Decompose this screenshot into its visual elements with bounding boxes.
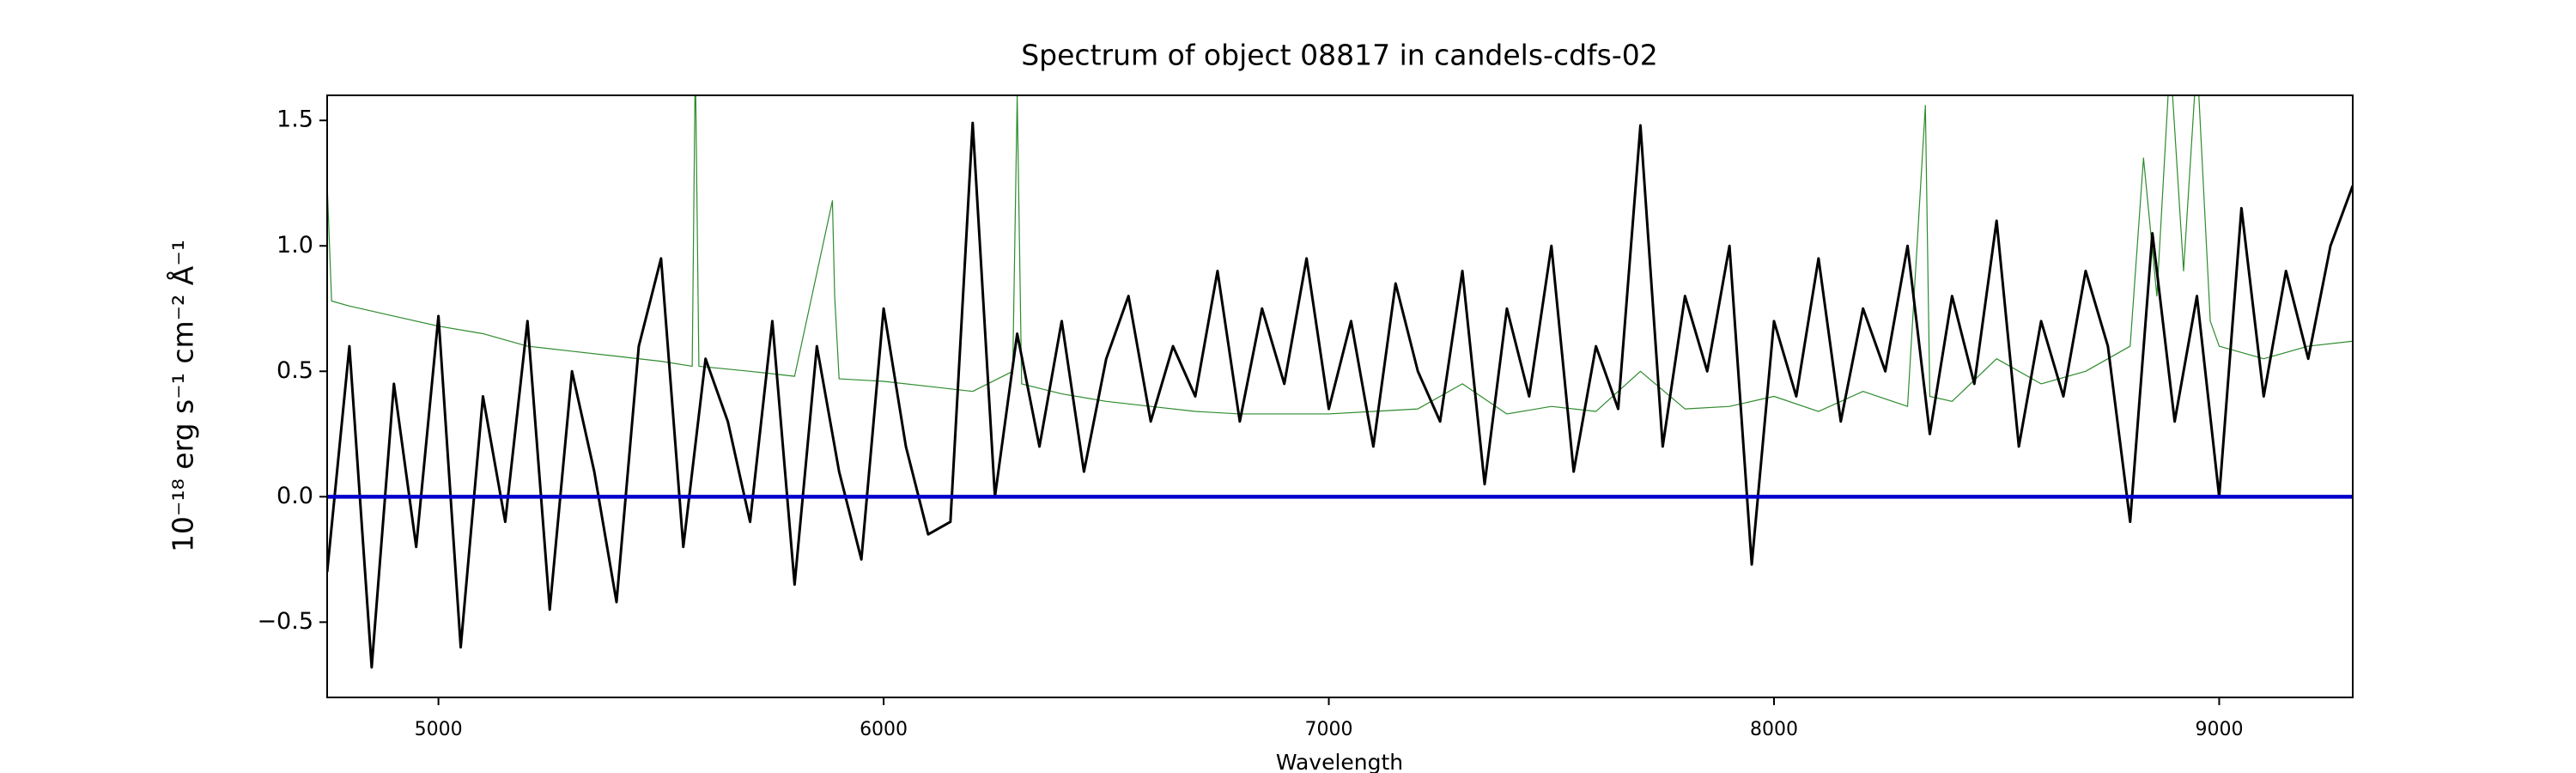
x-tick-label: 8000: [1750, 719, 1798, 740]
y-tick-label: 0.0: [276, 483, 313, 509]
plot-area: [327, 95, 2353, 669]
sky-line: [327, 95, 2353, 415]
y-tick-label: −0.5: [257, 608, 313, 635]
x-axis-label: Wavelength: [1276, 750, 1403, 773]
x-tick-label: 9000: [2195, 719, 2243, 740]
x-tick-label: 5000: [415, 719, 463, 740]
axes-frame: [326, 94, 2354, 698]
chart-title: Spectrum of object 08817 in candels-cdfs…: [1021, 39, 1658, 72]
y-tick-label: 1.5: [276, 107, 313, 133]
y-tick-label: 1.0: [276, 232, 313, 259]
x-tick-label: 7000: [1305, 719, 1353, 740]
x-tick-label: 6000: [860, 719, 908, 740]
y-tick-label: 0.5: [276, 357, 313, 384]
spectrum-line: [327, 121, 2353, 669]
y-axis-label: 10⁻¹⁸ erg s⁻¹ cm⁻² Å⁻¹: [166, 240, 200, 552]
